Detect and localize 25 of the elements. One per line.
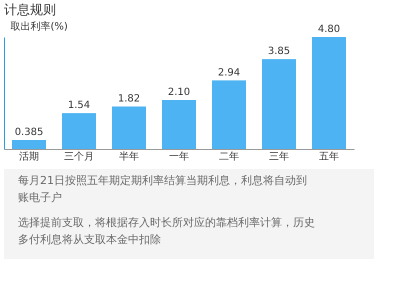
bar — [212, 80, 246, 149]
x-tick-label: 一年 — [169, 150, 189, 162]
y-axis-title: 取出利率(%) — [10, 20, 68, 32]
x-tick-label: 三年 — [269, 150, 289, 162]
data-label: 2.94 — [218, 67, 240, 78]
bar — [62, 113, 96, 149]
bar — [262, 59, 296, 149]
x-tick-label: 半年 — [119, 150, 139, 162]
bar — [12, 140, 46, 149]
data-label: 3.85 — [268, 46, 290, 58]
chart-title: 计息规则 — [4, 3, 56, 18]
x-tick-label: 三个月 — [64, 150, 94, 162]
x-tick-label: 二年 — [219, 150, 239, 162]
data-label: 2.10 — [168, 87, 190, 98]
text: 选择提前支取，将根据存入时长所对应的靠档利率计算，历史多付利息将从支取本金中扣除 — [18, 216, 315, 246]
data-label: 0.385 — [14, 127, 44, 138]
x-tick-label: 活期 — [19, 150, 39, 162]
text: 每月21日按照五年期定期利率结算当期利息，利息将自动到账电子户 — [18, 174, 307, 204]
x-tick-label: 五年 — [319, 150, 339, 162]
bar — [162, 100, 196, 149]
data-label: 1.54 — [68, 100, 90, 112]
data-label: 1.82 — [118, 94, 140, 105]
data-label: 4.80 — [318, 24, 340, 35]
bar — [112, 106, 146, 149]
bar — [312, 37, 346, 149]
